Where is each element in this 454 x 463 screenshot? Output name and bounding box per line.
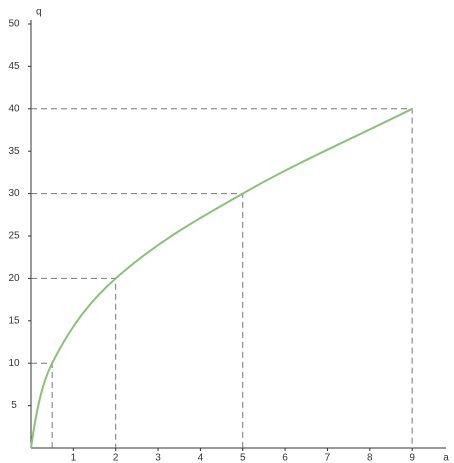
x-tick-label: 1 (71, 453, 77, 463)
x-axis-label: a (443, 453, 449, 463)
y-axis-label: q (36, 7, 42, 18)
y-tick-label: 45 (8, 61, 20, 72)
y-tick-label: 50 (8, 19, 20, 30)
x-tick-label: 2 (113, 453, 119, 463)
guide-line (31, 108, 413, 448)
y-tick-label: 35 (8, 146, 20, 157)
x-tick-label: 3 (155, 453, 161, 463)
curve (30, 107, 413, 449)
guide-line (31, 362, 53, 448)
x-tick-label: 8 (367, 453, 373, 463)
x-tick-label: 9 (409, 453, 415, 463)
y-tick-label: 25 (8, 231, 20, 242)
y-tick-label: 15 (8, 315, 20, 326)
y-tick-label: 10 (8, 358, 20, 369)
x-tick-label: 7 (325, 453, 331, 463)
x-tick-label: 6 (282, 453, 288, 463)
guide-line (31, 193, 244, 448)
x-tick-label: 4 (198, 453, 204, 463)
x-tick-label: 5 (240, 453, 246, 463)
y-tick-label: 5 (11, 400, 17, 411)
y-tick-label: 40 (8, 103, 20, 114)
y-tick-label: 20 (8, 273, 20, 284)
y-tick-label: 30 (8, 188, 20, 199)
